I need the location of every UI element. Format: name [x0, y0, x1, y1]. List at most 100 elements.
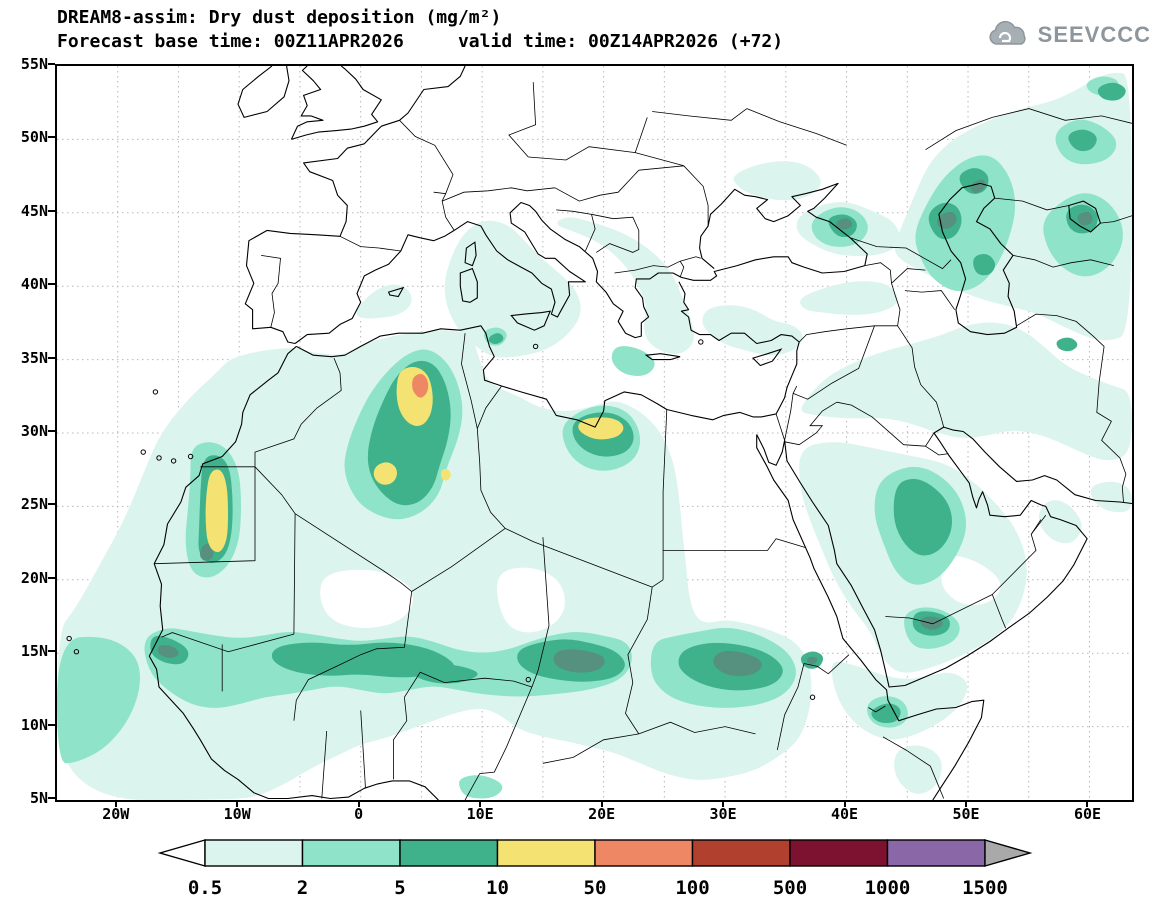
- lon-axis-tick: [600, 800, 603, 807]
- colorbar-segment: [691, 839, 791, 867]
- lat-axis-tick: [48, 576, 55, 579]
- colorbar-segment: [594, 839, 694, 867]
- seevccc-logo: SEEVCCC: [986, 20, 1151, 50]
- lat-axis-label: 45N: [20, 201, 48, 220]
- dust-contour-W: [941, 556, 1001, 605]
- country-border: [991, 594, 1007, 629]
- dust-contour-L2: [458, 775, 503, 799]
- coastline-closed: [464, 241, 477, 267]
- country-border: [831, 325, 875, 384]
- chart-title: DREAM8-assim: Dry dust deposition (mg/m²…: [57, 7, 502, 28]
- coastline-closed: [1068, 200, 1102, 233]
- coastline: [699, 182, 868, 270]
- chart-subtitle-times: Forecast base time: 00Z11APR2026 valid t…: [57, 31, 784, 52]
- country-border: [508, 82, 537, 158]
- coastline: [296, 281, 800, 428]
- colorbar-tick-label: 5: [394, 877, 405, 899]
- lon-axis-label: 10W: [223, 805, 251, 823]
- colorbar-right-arrow: [984, 839, 1033, 867]
- dust-contour-L3D: [836, 218, 853, 230]
- dust-contour-W: [320, 569, 414, 628]
- dust-contour-L3: [1097, 82, 1126, 101]
- colorbar-legend: 0.5 2 5 10 50 100 500 1000 1500: [150, 836, 1040, 902]
- lon-axis-tick: [1086, 800, 1089, 807]
- dust-contour-L2: [1043, 193, 1123, 277]
- lon-axis-tick: [722, 800, 725, 807]
- island-marker: [73, 649, 80, 655]
- dust-contour-L2: [57, 636, 140, 764]
- country-border: [161, 632, 295, 653]
- island-marker: [698, 339, 704, 345]
- lon-axis-label: 0: [354, 805, 364, 823]
- lon-axis-tick: [357, 800, 360, 807]
- island-marker: [170, 458, 177, 464]
- lat-axis-tick: [48, 63, 55, 65]
- country-border: [994, 197, 1069, 211]
- dust-contour-L3: [488, 333, 504, 344]
- lon-axis-tick: [843, 800, 846, 807]
- colorbar-segment: [301, 839, 401, 867]
- lat-axis-label: 20N: [20, 568, 48, 587]
- country-border: [784, 385, 798, 441]
- island-marker: [532, 343, 539, 350]
- country-border: [792, 382, 833, 400]
- country-border: [441, 193, 455, 231]
- country-border: [652, 108, 748, 121]
- dust-contour-L4: [578, 417, 624, 440]
- dust-contour-L3D: [937, 211, 957, 229]
- country-border: [254, 357, 342, 467]
- lon-axis-label: 20W: [102, 805, 130, 823]
- lat-axis-tick: [48, 430, 55, 432]
- island-marker: [156, 455, 162, 461]
- dust-contour-L3: [893, 478, 953, 556]
- country-border: [864, 262, 892, 284]
- country-border: [591, 213, 640, 253]
- colorbar-tick-label: 10: [486, 877, 509, 899]
- country-border: [775, 413, 785, 441]
- colorbar-svg: 0.5 2 5 10 50 100 500 1000 1500: [157, 839, 1033, 899]
- colorbar-segment: [204, 839, 304, 867]
- coastline-closed: [938, 182, 1018, 336]
- dust-contour-L3D: [553, 649, 605, 673]
- colorbar-segment: [789, 839, 889, 867]
- coastline-closed: [644, 353, 681, 361]
- country-border: [441, 187, 556, 202]
- dust-contour-L3D: [970, 179, 986, 193]
- lon-axis-tick: [965, 800, 968, 807]
- country-border: [897, 325, 945, 428]
- lat-axis-label: 30N: [20, 422, 48, 440]
- dust-contour-L3: [871, 703, 901, 724]
- lat-axis-label: 25N: [20, 495, 48, 514]
- country-border: [531, 537, 550, 688]
- colorbar-tick-label: 50: [584, 877, 607, 899]
- coastline: [148, 345, 439, 800]
- country-border: [803, 654, 850, 675]
- country-border: [746, 108, 847, 146]
- country-border: [614, 260, 681, 274]
- dust-contour-L1: [1090, 481, 1132, 513]
- country-border: [776, 663, 805, 751]
- dust-contour-L4: [205, 469, 228, 553]
- colorbar-segment: [399, 839, 499, 867]
- dust-contour-L1: [800, 281, 898, 315]
- dust-contour-L1: [733, 161, 821, 201]
- country-border: [1100, 215, 1132, 224]
- country-border: [651, 579, 664, 588]
- coastline: [784, 426, 1132, 688]
- country-border: [904, 290, 956, 310]
- dust-contour-L1: [557, 217, 695, 354]
- country-border: [393, 697, 408, 780]
- lat-axis-tick: [48, 723, 55, 726]
- country-border: [339, 235, 401, 252]
- island-marker: [809, 694, 816, 700]
- coastline: [756, 434, 786, 466]
- country-border: [925, 108, 1132, 151]
- logo-text: SEEVCCC: [1037, 22, 1151, 47]
- coastline: [237, 66, 290, 118]
- dust-contour-L3: [973, 254, 996, 276]
- country-border: [321, 730, 328, 799]
- lat-axis-tick: [48, 356, 55, 359]
- dust-contour-L1: [801, 322, 1132, 461]
- coastline-closed: [387, 286, 405, 298]
- country-border: [464, 686, 533, 800]
